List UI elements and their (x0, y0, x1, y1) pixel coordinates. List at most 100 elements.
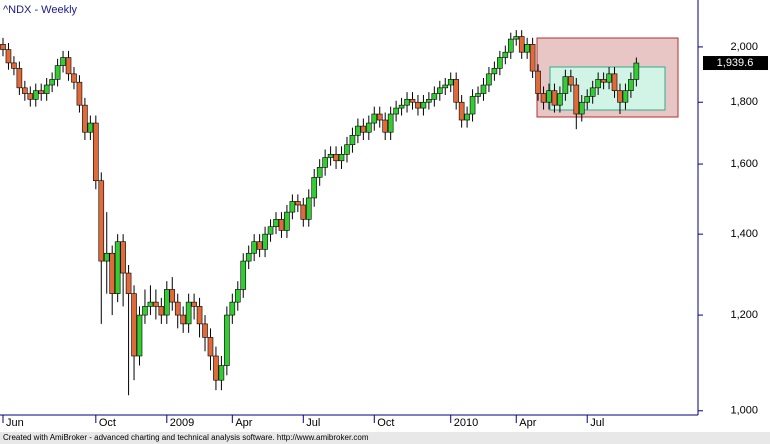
candle-body (305, 197, 312, 220)
candle-body (207, 337, 214, 357)
candle-body (371, 113, 378, 124)
candle-body (464, 113, 470, 121)
candle-body (622, 90, 629, 103)
x-tick-label: Jul (590, 417, 604, 429)
candle-body (393, 107, 399, 115)
candle-body (16, 68, 23, 89)
candle-body (447, 79, 454, 86)
candle-body (71, 73, 77, 83)
candle-body (338, 154, 345, 162)
candle-body (497, 57, 503, 69)
x-tick-label: Jun (6, 417, 24, 429)
candle-body (295, 201, 301, 206)
y-tick-label: 2,000 (730, 41, 758, 53)
candle-body (224, 314, 230, 366)
candle-body (87, 122, 94, 133)
candle-body (180, 314, 186, 325)
candle-body (617, 90, 623, 103)
candle-body (234, 289, 241, 303)
candle-body (131, 293, 137, 357)
candle-body (355, 125, 361, 136)
candle-body (273, 219, 279, 228)
candle-body (426, 99, 432, 103)
candle-body (278, 219, 285, 231)
candle-body (529, 44, 536, 72)
candle-body (442, 84, 449, 89)
candle-body (147, 301, 154, 307)
x-tick-label: 2009 (170, 417, 194, 429)
x-tick-label: Apr (235, 417, 252, 429)
candle-body (82, 104, 88, 133)
candle-body (164, 289, 170, 316)
x-tick-label: Oct (377, 417, 394, 429)
candle-body (27, 93, 34, 100)
candle-body (229, 301, 236, 316)
candle-body (245, 252, 252, 262)
candle-body (125, 272, 132, 294)
candle-body (568, 76, 574, 86)
candle-body (174, 301, 181, 316)
candle-body (333, 154, 339, 162)
candle-body (409, 99, 416, 103)
x-tick-label: Oct (99, 417, 116, 429)
candle-body (218, 365, 225, 381)
candle-body (578, 101, 585, 115)
candle-body (518, 36, 525, 53)
candle-body (360, 125, 367, 133)
candle-body (284, 211, 290, 231)
candle-body (153, 301, 159, 307)
candle-body (480, 84, 487, 94)
candle-body (502, 51, 509, 58)
candle-body (191, 301, 197, 307)
candle-body (289, 201, 296, 213)
candle-body (43, 84, 50, 94)
candle-body (344, 144, 350, 155)
y-tick-label: 1,800 (730, 96, 758, 108)
candle-body (611, 73, 618, 91)
candle-body (546, 90, 552, 103)
y-tick-label: 1,000 (730, 405, 758, 417)
candle-body (251, 241, 257, 254)
candle-body (387, 113, 394, 133)
candle-body (38, 90, 45, 94)
candle-body (65, 57, 72, 75)
candle-body (114, 241, 121, 294)
last-price-label: 1,939.6 (717, 57, 754, 69)
candle-body (158, 306, 165, 316)
candle-body (213, 355, 219, 381)
candle-body (458, 101, 465, 121)
candle-body (557, 93, 563, 106)
candle-body (475, 93, 481, 97)
candle-body (109, 252, 115, 294)
candle-body (316, 167, 323, 178)
candle-body (600, 79, 607, 83)
candle-body (54, 65, 61, 80)
candle-body (398, 104, 405, 109)
x-tick-label: Jul (306, 417, 320, 429)
candle-body (202, 323, 208, 338)
candle-body (535, 70, 541, 94)
y-tick-label: 1,600 (730, 158, 758, 170)
y-tick-label: 1,400 (730, 228, 758, 240)
x-tick-label: Apr (519, 417, 536, 429)
candle-body (589, 87, 596, 97)
candle-body (136, 314, 143, 357)
candle-body (491, 68, 498, 75)
x-tick-label: 2010 (454, 417, 478, 429)
candle-body (486, 73, 492, 86)
candle-body (551, 90, 558, 106)
footer-band (0, 432, 770, 444)
candle-body (49, 79, 55, 86)
footer: Created with AmiBroker - advanced charti… (3, 433, 369, 442)
candle-body (507, 38, 514, 53)
candle-body (196, 306, 203, 325)
candle-body (22, 87, 28, 94)
candle-body (93, 122, 99, 182)
candle-body (142, 306, 148, 316)
candle-body (453, 79, 459, 103)
candle-body (5, 49, 12, 64)
candle-body (327, 154, 334, 158)
candle-body (584, 96, 591, 103)
candle-body (267, 226, 274, 235)
candle-body (606, 73, 612, 83)
